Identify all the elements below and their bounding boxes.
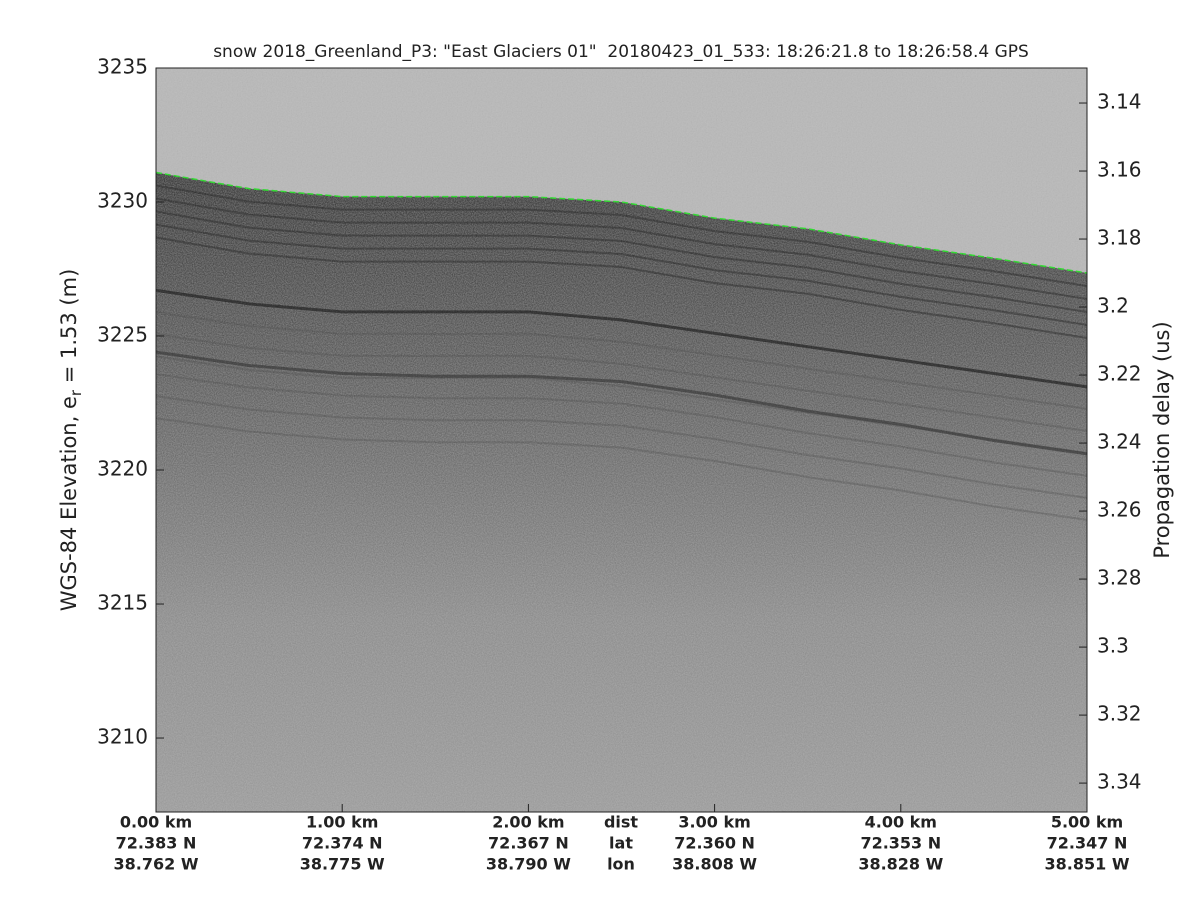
row-label: lat (609, 834, 633, 853)
speckle (156, 68, 1087, 812)
y-label-sub: r (67, 389, 85, 396)
y-tick-label: 3220 (97, 457, 148, 481)
x-tick-label: 3.00 km (678, 813, 750, 832)
lon-label: 38.828 W (858, 855, 943, 874)
y-tick-label: 3235 (97, 55, 148, 79)
y-tick-label: 3230 (97, 189, 148, 213)
row-label: dist (604, 813, 638, 832)
plot-frame (155, 67, 1088, 813)
y-label-main: WGS-84 Elevation, e (57, 396, 81, 611)
y2-tick-label: 3.24 (1097, 430, 1142, 454)
x-tick-label: 2.00 km (492, 813, 564, 832)
y-tick-label: 3210 (97, 725, 148, 749)
lon-label: 38.851 W (1045, 855, 1130, 874)
lat-label: 72.383 N (116, 834, 197, 853)
y2-tick-label: 3.22 (1097, 362, 1142, 386)
y2-tick-label: 3.32 (1097, 702, 1142, 726)
y2-tick-label: 3.14 (1097, 90, 1142, 114)
x-tick-label: 0.00 km (120, 813, 192, 832)
row-label: lon (607, 855, 635, 874)
x-tick-label: 5.00 km (1051, 813, 1123, 832)
lon-label: 38.775 W (300, 855, 385, 874)
x-tick-label: 1.00 km (306, 813, 378, 832)
y-tick-label: 3215 (97, 591, 148, 615)
y2-tick-label: 3.18 (1097, 226, 1142, 250)
y2-tick-label: 3.28 (1097, 566, 1142, 590)
y2-tick-label: 3.16 (1097, 158, 1142, 182)
lat-label: 72.347 N (1047, 834, 1128, 853)
y2-tick-label: 3.3 (1097, 634, 1129, 658)
lon-label: 38.790 W (486, 855, 571, 874)
lat-label: 72.360 N (674, 834, 755, 853)
lat-label: 72.374 N (302, 834, 383, 853)
lat-label: 72.367 N (488, 834, 569, 853)
y-label-end: = 1.53 (m) (57, 269, 81, 390)
y2-tick-label: 3.2 (1097, 294, 1129, 318)
lon-label: 38.808 W (672, 855, 757, 874)
y2-tick-label: 3.34 (1097, 770, 1142, 794)
y2-axis-label: Propagation delay (us) (1150, 321, 1174, 558)
y2-tick-label: 3.26 (1097, 498, 1142, 522)
chart-title: snow 2018_Greenland_P3: "East Glaciers 0… (213, 42, 1029, 62)
x-tick-label: 4.00 km (865, 813, 937, 832)
y-tick-label: 3225 (97, 323, 148, 347)
y-axis-label: WGS-84 Elevation, er = 1.53 (m) (57, 269, 85, 612)
lon-label: 38.762 W (114, 855, 199, 874)
lat-label: 72.353 N (860, 834, 941, 853)
